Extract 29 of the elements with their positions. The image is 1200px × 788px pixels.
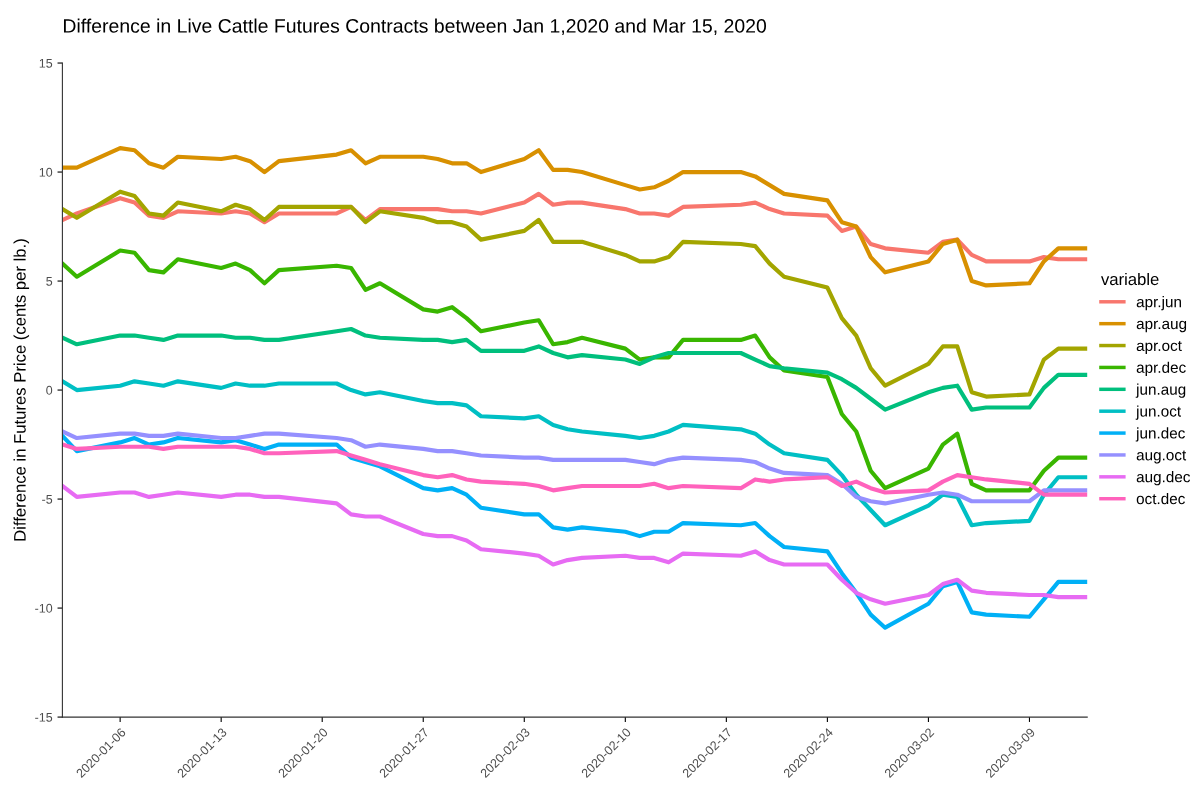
- legend-label: aug.oct: [1136, 450, 1187, 464]
- y-tick-label: -15: [35, 713, 53, 722]
- legend-label: jun.aug: [1135, 383, 1186, 398]
- legend-label: jun.oct: [1135, 405, 1181, 420]
- legend-label: apr.dec: [1136, 361, 1186, 376]
- line-series: [62, 442, 1088, 497]
- legend-label: oct.dec: [1136, 492, 1185, 505]
- legend-label: apr.oct: [1136, 341, 1182, 355]
- line-series: [62, 379, 1088, 528]
- y-tick-label: -10: [35, 603, 53, 613]
- legend-label: aug.dec: [1136, 471, 1191, 486]
- line-series: [62, 248, 1088, 493]
- y-tick-label: 0: [46, 385, 53, 395]
- legend-title: variable: [1101, 272, 1159, 286]
- legend-label: apr.jun: [1136, 296, 1181, 311]
- y-tick-label: -5: [42, 495, 53, 504]
- legend-label: jun.dec: [1135, 427, 1185, 442]
- line-series: [62, 483, 1088, 606]
- chart-title: Difference in Live Cattle Futures Contracts between Jan 1,2020 and Mar 15, 2020: [64, 18, 767, 36]
- line-series: [62, 433, 1088, 630]
- y-axis-title: Difference in Futures Price (cents per lb.): [13, 239, 30, 541]
- line-series: [62, 429, 1088, 506]
- line-series: [62, 326, 1088, 412]
- y-tick-label: 15: [39, 58, 53, 68]
- line-series: [62, 189, 1088, 399]
- legend-label: apr.aug: [1136, 320, 1187, 333]
- y-tick-label: 10: [39, 167, 53, 177]
- line-series: [62, 145, 1088, 288]
- y-tick-label: 5: [46, 276, 53, 286]
